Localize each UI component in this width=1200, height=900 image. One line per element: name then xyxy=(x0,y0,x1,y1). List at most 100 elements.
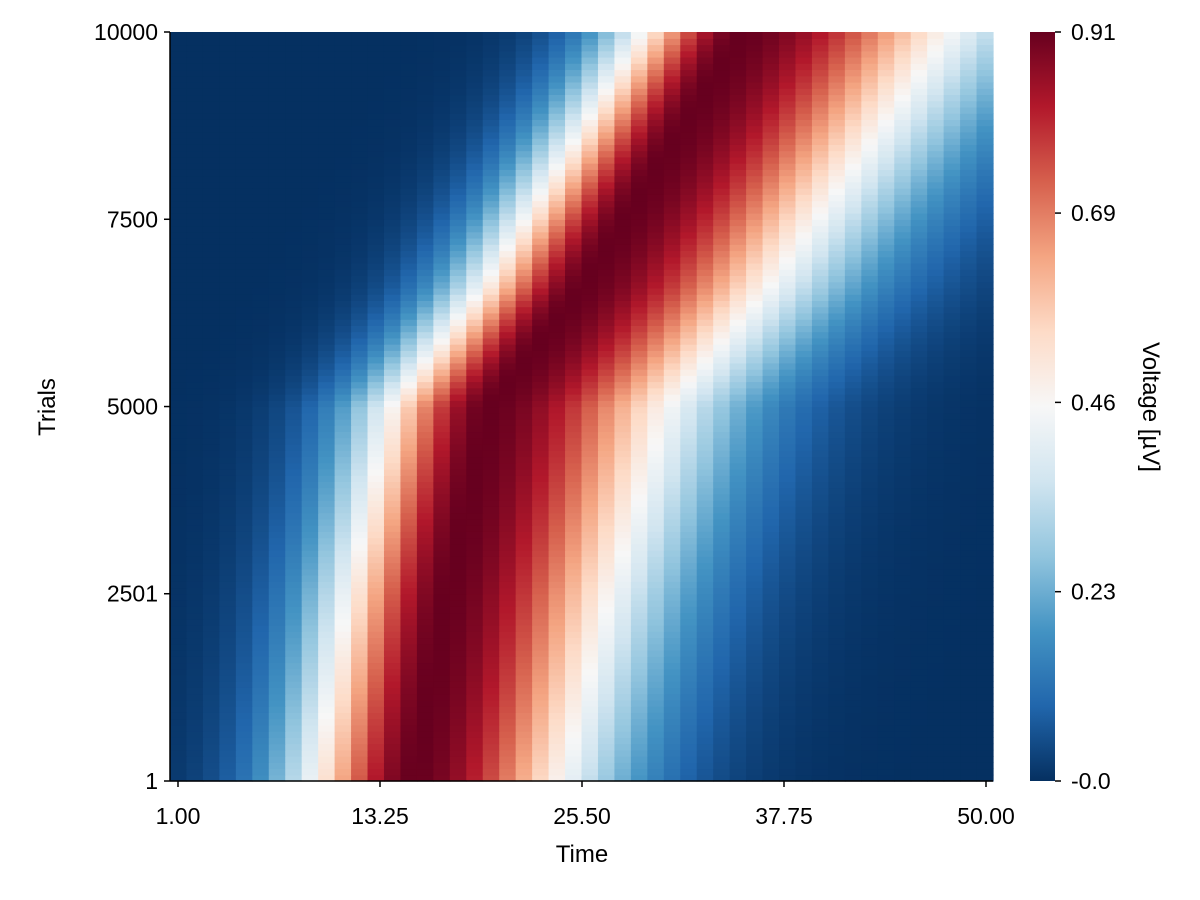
heatmap-cell xyxy=(663,300,681,308)
heatmap-cell xyxy=(762,237,780,245)
heatmap-cell xyxy=(219,194,237,202)
heatmap-cell xyxy=(811,275,829,283)
heatmap-cell xyxy=(466,443,484,451)
heatmap-cell xyxy=(285,537,303,545)
heatmap-cell xyxy=(861,412,879,420)
heatmap-cell xyxy=(696,206,714,214)
heatmap-cell xyxy=(235,699,253,707)
heatmap-cell xyxy=(532,431,550,439)
heatmap-cell xyxy=(482,437,500,445)
heatmap-cell xyxy=(894,749,912,757)
heatmap-cell xyxy=(202,599,220,607)
heatmap-cell xyxy=(170,531,188,539)
heatmap-cell xyxy=(680,712,698,720)
heatmap-cell xyxy=(565,749,583,757)
heatmap-cell xyxy=(433,662,451,670)
heatmap-cell xyxy=(762,468,780,476)
heatmap-cell xyxy=(762,656,780,664)
heatmap-cell xyxy=(943,643,961,651)
heatmap-cell xyxy=(499,325,517,333)
heatmap-cell xyxy=(532,712,550,720)
heatmap-cell xyxy=(597,356,616,364)
heatmap-cell xyxy=(795,362,813,370)
heatmap-cell xyxy=(268,394,286,401)
heatmap-cell xyxy=(828,200,846,208)
heatmap-cell xyxy=(400,356,418,364)
heatmap-cell xyxy=(581,325,599,333)
heatmap-cell xyxy=(466,412,484,420)
heatmap-cell xyxy=(170,369,188,376)
heatmap-cell xyxy=(976,612,994,620)
heatmap-cell xyxy=(811,699,829,707)
heatmap-cell xyxy=(795,481,813,489)
heatmap-cell xyxy=(729,525,747,532)
heatmap-cell xyxy=(367,593,385,601)
heatmap-cell xyxy=(565,656,583,664)
heatmap-cell xyxy=(762,425,780,433)
heatmap-cell xyxy=(614,381,632,389)
heatmap-cell xyxy=(400,300,418,308)
heatmap-cell xyxy=(614,375,632,383)
heatmap-cell xyxy=(170,156,188,164)
heatmap-cell xyxy=(351,468,369,476)
heatmap-cell xyxy=(219,506,237,514)
heatmap-cell xyxy=(301,568,319,576)
heatmap-cell xyxy=(844,281,862,289)
heatmap-cell xyxy=(614,518,632,526)
heatmap-cell xyxy=(630,643,648,651)
heatmap-cell xyxy=(647,412,665,420)
heatmap-cell xyxy=(713,556,731,564)
heatmap-cell xyxy=(186,693,204,701)
heatmap-cell xyxy=(762,225,780,233)
heatmap-cell xyxy=(877,649,895,657)
heatmap-cell xyxy=(630,262,648,270)
heatmap-cell xyxy=(581,181,599,189)
heatmap-cell xyxy=(960,762,978,770)
heatmap-cell xyxy=(449,344,467,351)
heatmap-cell xyxy=(532,194,550,202)
heatmap-cell xyxy=(301,612,319,620)
heatmap-cell xyxy=(844,181,862,189)
heatmap-cell xyxy=(828,518,846,526)
heatmap-cell xyxy=(548,462,566,470)
heatmap-cell xyxy=(285,687,303,695)
heatmap-cell xyxy=(235,737,253,745)
heatmap-cell xyxy=(746,599,764,607)
heatmap-cell xyxy=(235,387,253,395)
heatmap-cell xyxy=(186,468,204,476)
heatmap-cell xyxy=(334,237,352,245)
heatmap-cell xyxy=(416,500,434,507)
heatmap-cell xyxy=(186,631,204,639)
heatmap-cell xyxy=(268,418,286,426)
heatmap-cell xyxy=(861,762,879,770)
heatmap-cell xyxy=(466,475,484,482)
heatmap-cell xyxy=(548,531,566,539)
heatmap-cell xyxy=(910,468,928,476)
heatmap-cell xyxy=(252,425,270,433)
heatmap-cell xyxy=(795,394,813,401)
heatmap-cell xyxy=(433,581,451,589)
heatmap-cell xyxy=(334,337,352,345)
heatmap-cell xyxy=(202,543,220,551)
heatmap-cell xyxy=(647,443,665,451)
heatmap-cell xyxy=(976,219,994,227)
heatmap-cell xyxy=(828,462,846,470)
heatmap-cell xyxy=(581,175,599,183)
heatmap-cell xyxy=(548,637,566,645)
heatmap-cell xyxy=(565,481,583,489)
heatmap-cell xyxy=(285,275,303,283)
heatmap-cell xyxy=(268,649,286,657)
heatmap-cell xyxy=(268,381,286,389)
heatmap-cell xyxy=(811,287,829,295)
heatmap-cell xyxy=(170,256,188,264)
heatmap-cell xyxy=(367,581,385,589)
heatmap-cell xyxy=(301,718,319,726)
heatmap-cell xyxy=(894,262,912,270)
heatmap-cell xyxy=(565,175,583,183)
heatmap-cell xyxy=(416,350,434,358)
heatmap-cell xyxy=(779,325,797,333)
heatmap-cell xyxy=(499,631,517,639)
heatmap-cell xyxy=(680,762,698,770)
heatmap-cell xyxy=(383,512,402,520)
heatmap-cell xyxy=(795,356,813,364)
